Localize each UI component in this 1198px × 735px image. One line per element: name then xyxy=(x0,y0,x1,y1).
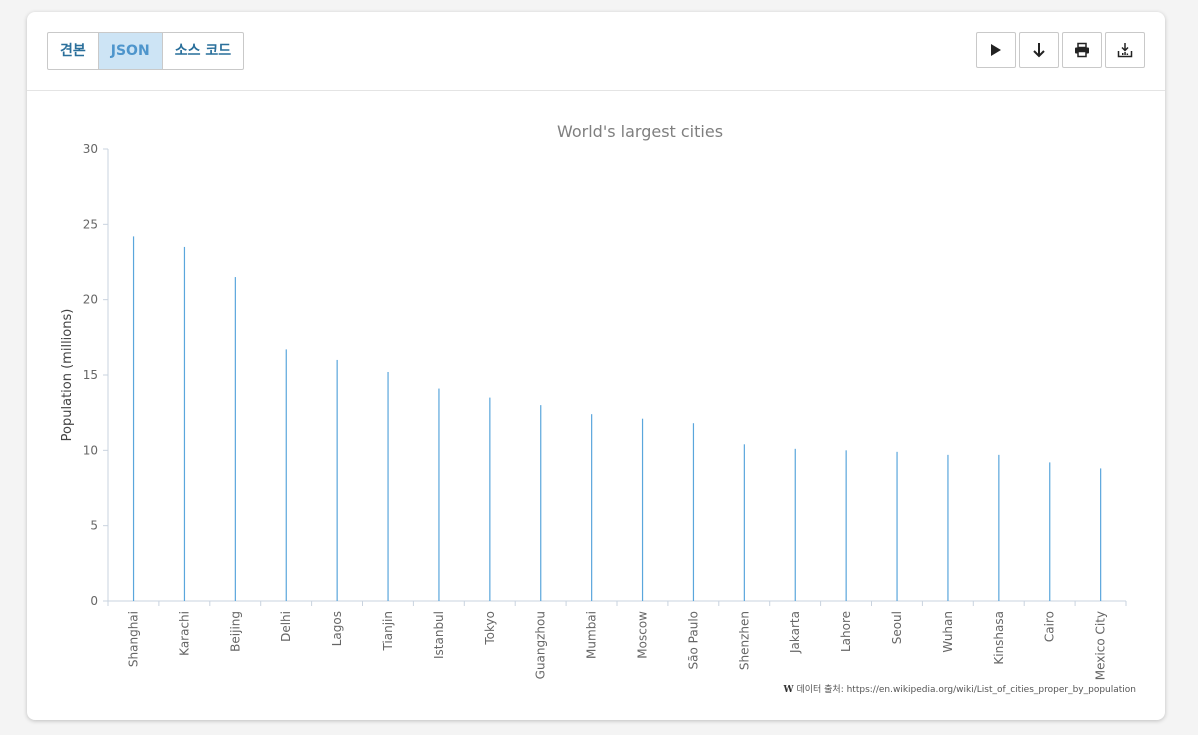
bar xyxy=(743,444,745,601)
view-tabs: 견본 JSON 소스 코드 xyxy=(47,32,245,70)
bar xyxy=(183,246,186,601)
y-tick-label: 25 xyxy=(83,217,98,231)
bar-chart: World's largest cities Population (millio… xyxy=(60,122,1127,680)
bar xyxy=(692,423,695,601)
y-tick-label: 30 xyxy=(83,142,98,156)
wikipedia-logo: W xyxy=(783,685,794,695)
x-tick-label: Shanghai xyxy=(126,611,140,667)
printer-icon xyxy=(1075,42,1089,58)
bar xyxy=(947,454,949,601)
bar xyxy=(1049,462,1051,601)
bar xyxy=(285,349,287,601)
x-tick-label: Kinshasa xyxy=(992,611,1006,665)
chart-title: World's largest cities xyxy=(557,122,723,141)
play-button[interactable] xyxy=(976,32,1016,68)
bar xyxy=(132,236,135,602)
x-tick-label: Mumbai xyxy=(585,611,599,659)
x-tick-label: Wuhan xyxy=(941,611,955,653)
x-tick-label: Beijing xyxy=(228,611,242,652)
x-tick-label: Seoul xyxy=(890,611,904,644)
x-tick-label: Lahore xyxy=(839,611,853,652)
export-icon xyxy=(1117,43,1133,58)
y-tick-label: 20 xyxy=(83,293,98,307)
bar xyxy=(387,371,389,601)
bar xyxy=(641,418,644,601)
tab-json[interactable]: JSON xyxy=(98,33,163,69)
bar xyxy=(234,277,236,601)
play-icon xyxy=(991,44,1001,56)
y-tick-label: 5 xyxy=(90,519,98,533)
bar xyxy=(591,414,593,601)
tool-buttons xyxy=(976,32,1145,68)
bar xyxy=(1100,468,1102,601)
x-tick-label: Mexico City xyxy=(1094,611,1108,680)
bar xyxy=(794,448,796,601)
x-tick-label: Guangzhou xyxy=(534,611,548,679)
tab-source-code[interactable]: 소스 코드 xyxy=(174,43,232,59)
arrow-down-icon xyxy=(1033,43,1045,58)
x-tick-label: Tokyo xyxy=(483,611,497,646)
y-tick-label: 15 xyxy=(83,368,98,382)
bar xyxy=(896,451,898,601)
y-axis-label: Population (millions) xyxy=(60,309,75,442)
toolbar: 견본 JSON 소스 코드 xyxy=(27,12,1165,91)
data-credit: W 데이터 출처: https://en.wikipedia.org/wiki/… xyxy=(783,682,1136,695)
bar xyxy=(336,359,338,601)
export-button[interactable] xyxy=(1105,32,1145,68)
bar xyxy=(438,388,440,601)
bar xyxy=(540,405,542,601)
x-tick-label: Moscow xyxy=(635,611,649,659)
download-button[interactable] xyxy=(1019,32,1059,68)
chart-card: 견본 JSON 소스 코드 xyxy=(27,12,1165,720)
bar xyxy=(845,450,847,601)
x-tick-label: Tianjin xyxy=(381,611,395,652)
x-tick-label: Jakarta xyxy=(788,611,802,654)
x-tick-label: Istanbul xyxy=(432,611,446,659)
bar xyxy=(489,397,491,601)
x-tick-label: Cairo xyxy=(1043,611,1057,642)
x-tick-label: Karachi xyxy=(177,611,191,656)
y-tick-label: 10 xyxy=(83,443,98,457)
credit-text: 데이터 출처: https://en.wikipedia.org/wiki/Li… xyxy=(796,685,1136,695)
y-tick-label: 0 xyxy=(90,594,98,608)
tab-sample[interactable]: 견본 xyxy=(48,33,99,69)
x-tick-label: Delhi xyxy=(279,611,293,642)
bar xyxy=(998,454,1000,601)
x-tick-label: São Paulo xyxy=(686,611,700,669)
x-tick-label: Shenzhen xyxy=(737,611,751,670)
x-tick-label: Lagos xyxy=(330,611,344,646)
print-button[interactable] xyxy=(1062,32,1102,68)
